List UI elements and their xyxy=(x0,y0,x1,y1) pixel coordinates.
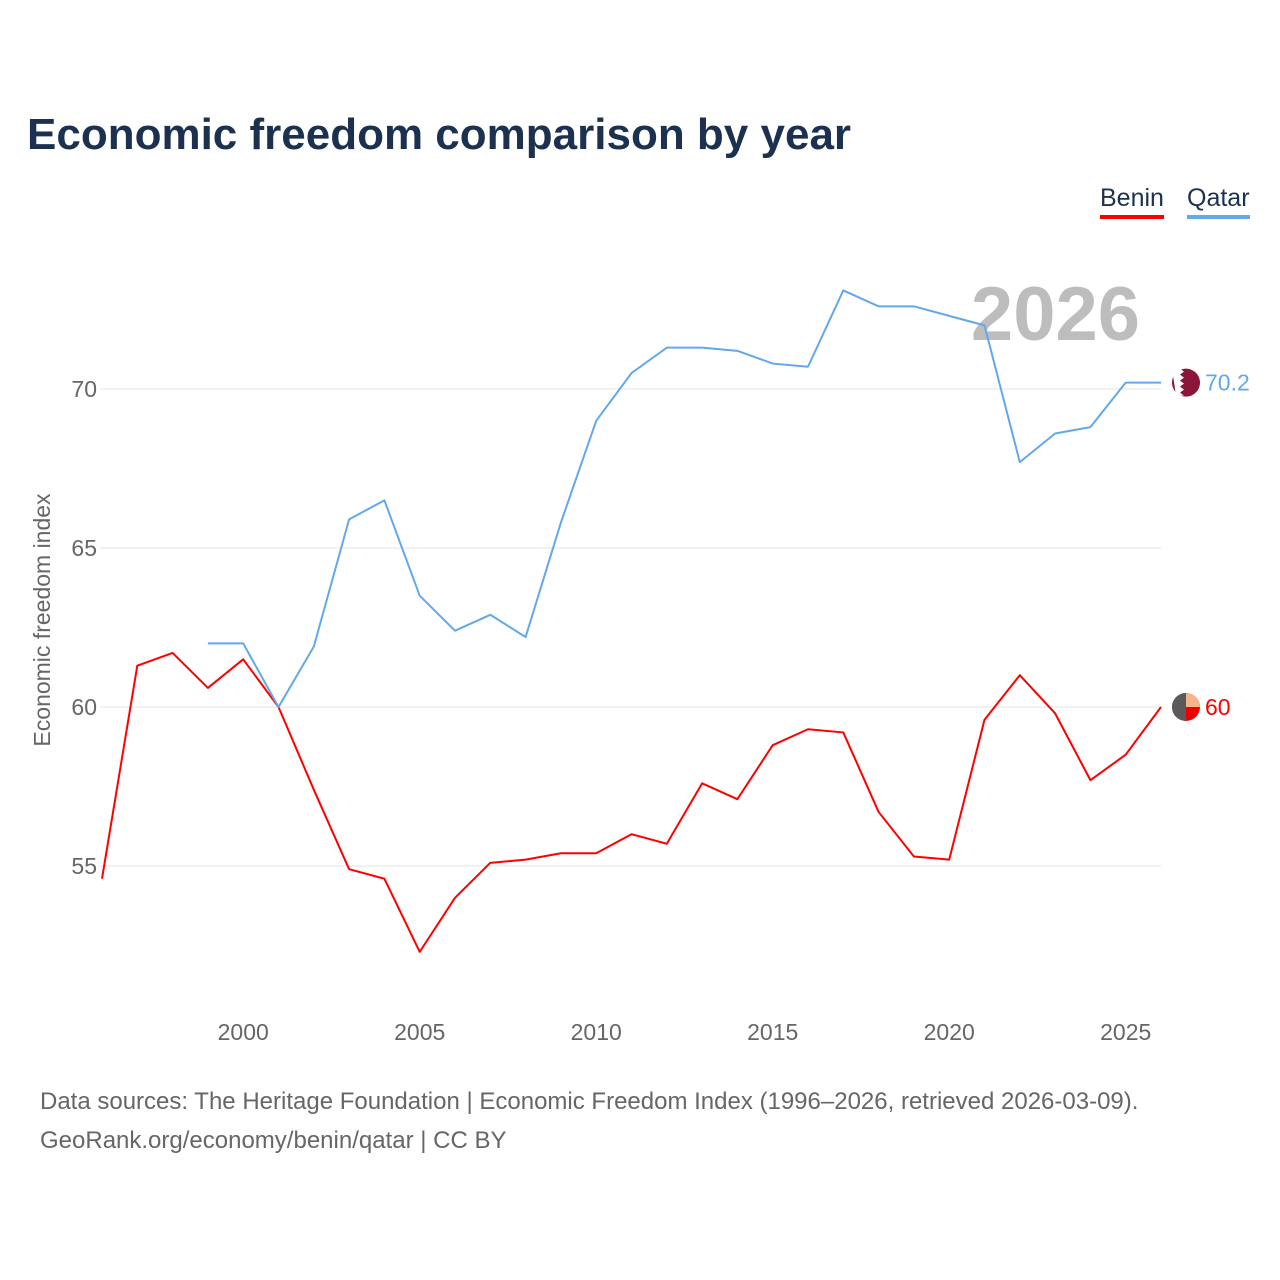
data-point-benin xyxy=(841,730,845,734)
data-point-benin xyxy=(1018,673,1022,677)
data-point-benin xyxy=(1088,778,1092,782)
data-point-benin xyxy=(418,950,422,954)
data-point-benin xyxy=(524,858,528,862)
source-link[interactable]: GeoRank.org/economy/benin/qatar | CC BY xyxy=(40,1127,507,1154)
data-point-qatar xyxy=(735,349,739,353)
data-point-benin xyxy=(206,686,210,690)
data-point-qatar xyxy=(947,314,951,318)
legend-benin[interactable]: Benin xyxy=(1100,184,1164,219)
data-point-benin xyxy=(947,858,951,862)
data-point-benin xyxy=(735,797,739,801)
end-label-qatar: 70.2 xyxy=(1205,370,1250,396)
data-point-benin xyxy=(877,810,881,814)
data-point-qatar xyxy=(488,613,492,617)
data-point-qatar xyxy=(1088,425,1092,429)
legend-qatar[interactable]: Qatar xyxy=(1187,184,1250,219)
data-point-qatar xyxy=(912,304,916,308)
data-point-qatar xyxy=(983,323,987,327)
data-point-qatar xyxy=(700,346,704,350)
data-point-qatar xyxy=(1018,460,1022,464)
data-point-benin xyxy=(488,861,492,865)
chart-title: Economic freedom comparison by year xyxy=(27,110,852,159)
data-point-qatar xyxy=(841,288,845,292)
year-watermark: 2026 xyxy=(971,272,1140,357)
x-tick-label: 2010 xyxy=(571,1019,622,1045)
data-point-benin xyxy=(241,657,245,661)
data-point-qatar xyxy=(1124,381,1128,385)
flag-left xyxy=(1172,693,1186,721)
data-point-qatar xyxy=(418,594,422,598)
data-point-qatar xyxy=(665,346,669,350)
data-point-qatar xyxy=(1053,432,1057,436)
data-point-qatar xyxy=(312,645,316,649)
x-tick-label: 2015 xyxy=(747,1019,798,1045)
data-point-qatar xyxy=(1159,381,1163,385)
data-point-qatar xyxy=(524,635,528,639)
data-point-benin xyxy=(559,851,563,855)
y-tick-label: 70 xyxy=(71,376,97,402)
data-point-benin xyxy=(382,877,386,881)
data-point-qatar xyxy=(559,521,563,525)
data-point-qatar xyxy=(382,498,386,502)
data-point-qatar xyxy=(453,629,457,633)
data-point-qatar xyxy=(206,641,210,645)
flag-top xyxy=(1186,693,1200,707)
x-tick-label: 2000 xyxy=(218,1019,269,1045)
data-point-benin xyxy=(630,832,634,836)
data-point-qatar xyxy=(630,371,634,375)
data-point-benin xyxy=(594,851,598,855)
data-point-benin xyxy=(135,664,139,668)
source-text: Data sources: The Heritage Foundation | … xyxy=(40,1088,1139,1115)
x-tick-label: 2025 xyxy=(1100,1019,1151,1045)
data-point-benin xyxy=(1053,711,1057,715)
data-point-benin xyxy=(912,854,916,858)
data-point-benin xyxy=(983,718,987,722)
data-point-benin xyxy=(806,727,810,731)
data-point-qatar xyxy=(594,419,598,423)
data-point-benin xyxy=(700,781,704,785)
data-point-benin xyxy=(100,877,104,881)
data-point-benin xyxy=(665,842,669,846)
y-tick-label: 60 xyxy=(71,694,97,720)
series-line-qatar xyxy=(207,289,1161,708)
data-point-qatar xyxy=(771,362,775,366)
data-point-benin xyxy=(1159,705,1163,709)
x-tick-label: 2005 xyxy=(394,1019,445,1045)
data-point-qatar xyxy=(806,365,810,369)
flag-serration xyxy=(1172,368,1184,396)
data-point-benin xyxy=(312,788,316,792)
data-point-qatar xyxy=(241,641,245,645)
y-axis-label: Economic freedom index xyxy=(29,493,55,747)
data-point-benin xyxy=(1124,753,1128,757)
data-point-benin xyxy=(453,896,457,900)
flag-icon-qatar xyxy=(1172,368,1200,397)
data-point-benin xyxy=(347,867,351,871)
series-line-benin xyxy=(101,651,1162,953)
data-point-qatar xyxy=(277,705,281,709)
x-tick-label: 2020 xyxy=(924,1019,975,1045)
data-point-benin xyxy=(771,743,775,747)
data-point-benin xyxy=(171,651,175,655)
y-tick-label: 55 xyxy=(71,853,97,879)
data-point-qatar xyxy=(877,304,881,308)
y-tick-label: 65 xyxy=(71,535,97,561)
data-point-qatar xyxy=(347,517,351,521)
end-label-benin: 60 xyxy=(1205,694,1231,720)
flag-icon-benin xyxy=(1172,693,1200,721)
